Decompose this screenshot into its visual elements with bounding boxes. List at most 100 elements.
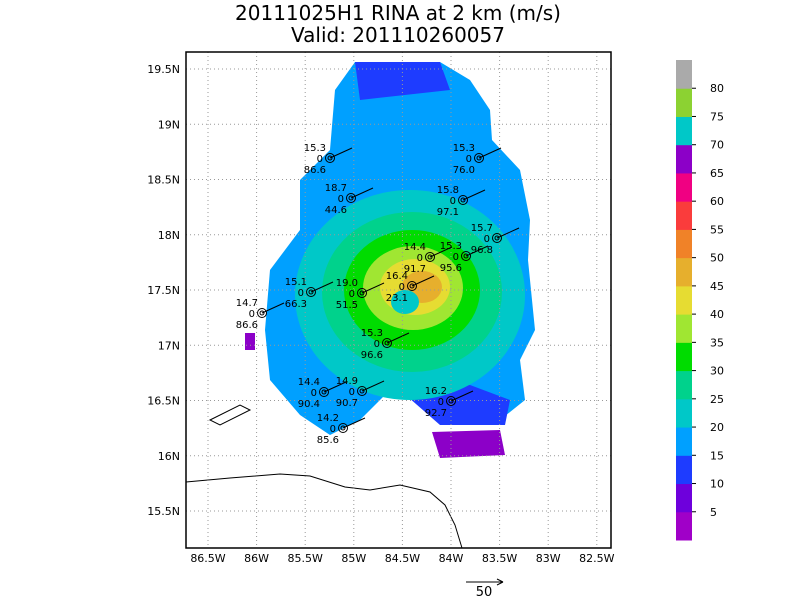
station-marker-inner	[427, 254, 433, 260]
colorbar-label: 50	[710, 252, 724, 265]
station-top: 14.4	[404, 242, 426, 253]
colorbar-label: 35	[710, 336, 724, 349]
coastline	[185, 404, 463, 549]
station-marker	[306, 287, 316, 297]
station-bottom: 23.1	[386, 293, 408, 304]
station-barb	[465, 245, 489, 257]
colorbar-segment	[676, 342, 692, 372]
station-marker-inner	[340, 425, 346, 431]
station-marker-inner	[359, 388, 365, 394]
station-top: 14.7	[236, 298, 258, 309]
station-bottom: 85.6	[317, 435, 339, 446]
station-barb	[261, 302, 285, 314]
stations: 15.3086.615.3076.018.7044.615.8097.115.7…	[236, 143, 520, 446]
field-purple	[432, 430, 505, 458]
lat-label: 16N	[158, 450, 180, 463]
colorbar-segment	[676, 88, 692, 117]
eye	[391, 290, 419, 314]
station-marker	[446, 396, 456, 406]
lon-label: 86.5W	[190, 552, 225, 565]
station-bottom: 95.6	[440, 263, 462, 274]
station-bottom: 92.7	[425, 408, 447, 419]
lat-label: 17.5N	[147, 284, 180, 297]
station-barb	[496, 227, 520, 239]
station-marker	[357, 288, 367, 298]
station-marker	[325, 153, 335, 163]
station-barb	[429, 246, 453, 258]
station-bottom: 66.3	[285, 299, 307, 310]
colorbar-segment	[676, 398, 692, 428]
station-marker	[461, 251, 471, 261]
station-top: 15.7	[471, 223, 493, 234]
colorbar-segment	[676, 172, 692, 202]
reference-label: 50	[476, 585, 493, 600]
station-top: 15.1	[285, 277, 307, 288]
colorbar-segment	[676, 285, 692, 315]
station-top: 16.2	[425, 386, 447, 397]
station-marker-inner	[259, 310, 265, 316]
station-marker	[425, 252, 435, 262]
station-mid: 0	[438, 397, 444, 408]
station-barb	[478, 147, 502, 159]
colorbar-label: 45	[710, 280, 724, 293]
colorbar-segment	[676, 60, 692, 89]
colorbar-segment	[676, 201, 692, 230]
grid: 19.5N 19N 18.5N 18N 17.5N 17N 16.5N 16N 15.5N 86.…	[147, 52, 615, 565]
station-marker	[492, 233, 502, 243]
station-mid: 0	[338, 194, 344, 205]
lat-label: 18.5N	[147, 174, 180, 187]
station-barb	[329, 147, 353, 159]
station-barb	[386, 332, 410, 344]
station-mid: 0	[249, 309, 255, 320]
station-mid: 0	[298, 288, 304, 299]
lon-label: 85.5W	[288, 552, 323, 565]
station-marker	[319, 387, 329, 397]
lat-label: 19.5N	[147, 63, 180, 76]
lat-label: 15.5N	[147, 505, 180, 518]
station-bottom: 76.0	[453, 165, 475, 176]
station-marker-inner	[409, 283, 415, 289]
station-mid: 0	[450, 196, 456, 207]
station-bottom: 96.6	[361, 350, 383, 361]
station-top: 19.0	[336, 278, 358, 289]
station-barb	[450, 390, 474, 402]
station-top: 14.9	[336, 376, 358, 387]
lat-label: 16.5N	[147, 395, 180, 408]
station-mid: 0	[330, 424, 336, 435]
colorbar-segment	[676, 455, 692, 485]
colorbar-label: 20	[710, 421, 724, 434]
station-mid: 0	[399, 282, 405, 293]
station-bottom: 44.6	[325, 205, 347, 216]
lat-label: 19N	[158, 118, 180, 131]
station-bottom: 97.1	[437, 207, 459, 218]
station-top: 15.3	[304, 143, 326, 154]
wind-field	[245, 62, 535, 458]
colorbar-label: 5	[710, 506, 717, 519]
station-marker	[346, 193, 356, 203]
station-marker	[407, 281, 417, 291]
station-bottom: 86.6	[236, 320, 258, 331]
colorbar-label: 60	[710, 195, 724, 208]
station-mid: 0	[466, 154, 472, 165]
station-marker-inner	[384, 340, 390, 346]
map-frame	[185, 51, 612, 549]
colorbar-label: 10	[710, 478, 724, 491]
station-marker	[474, 153, 484, 163]
colorbar-segment	[676, 229, 692, 259]
lat-label: 18N	[158, 229, 180, 242]
station-marker-inner	[448, 398, 454, 404]
station-top: 15.3	[440, 241, 462, 252]
station-barb	[411, 275, 435, 287]
station-barb	[323, 381, 347, 393]
station-marker-inner	[460, 197, 466, 203]
colorbar-label: 25	[710, 393, 724, 406]
station-marker-inner	[359, 290, 365, 296]
station-marker	[382, 338, 392, 348]
colorbar-label: 65	[710, 167, 724, 180]
station-top: 16.4	[386, 271, 408, 282]
station-marker-inner	[327, 155, 333, 161]
station-barb	[350, 187, 374, 199]
lon-label: 84.5W	[385, 552, 420, 565]
station-bottom: 96.8	[471, 245, 493, 256]
station-mid: 0	[374, 339, 380, 350]
